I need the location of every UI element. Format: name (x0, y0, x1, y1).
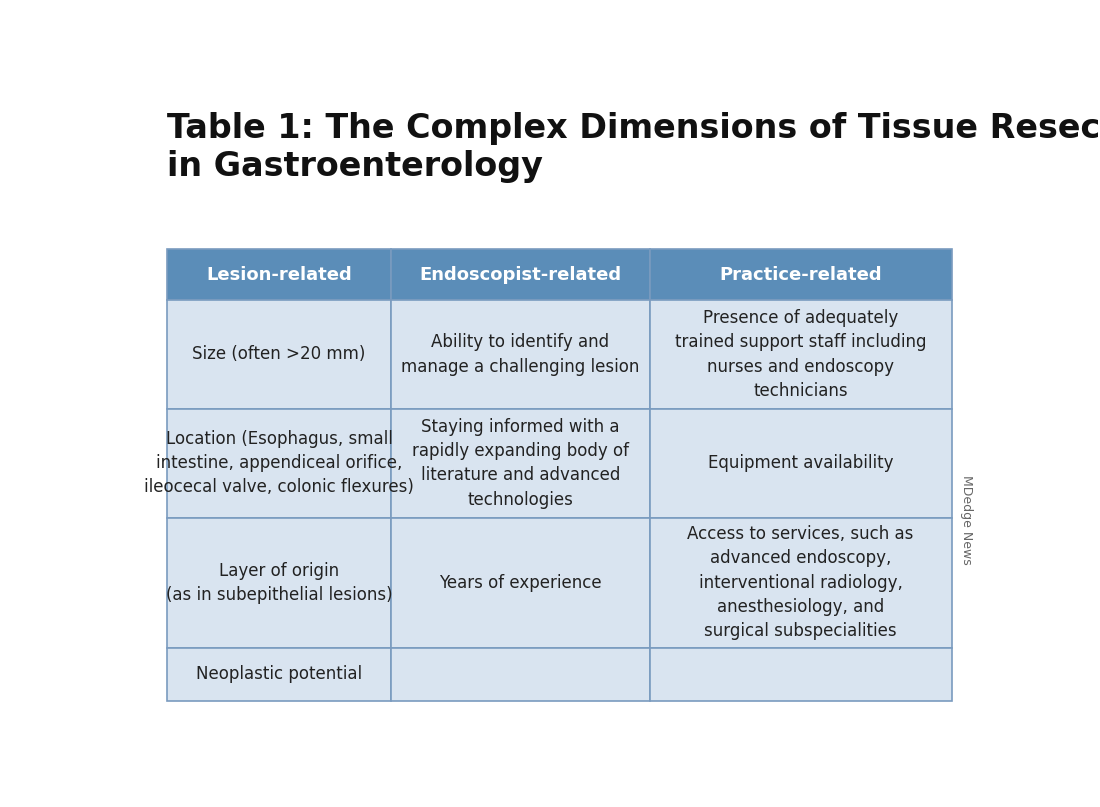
Text: Practice-related: Practice-related (719, 266, 882, 283)
Text: Staying informed with a
rapidly expanding body of
literature and advanced
techno: Staying informed with a rapidly expandin… (411, 418, 629, 508)
FancyBboxPatch shape (650, 409, 952, 517)
Text: Equipment availability: Equipment availability (708, 454, 893, 472)
Text: in Gastroenterology: in Gastroenterology (167, 149, 543, 182)
FancyBboxPatch shape (390, 517, 650, 648)
FancyBboxPatch shape (650, 249, 952, 300)
FancyBboxPatch shape (167, 517, 390, 648)
FancyBboxPatch shape (390, 409, 650, 517)
FancyBboxPatch shape (167, 300, 390, 409)
FancyBboxPatch shape (390, 249, 650, 300)
Text: Endoscopist-related: Endoscopist-related (419, 266, 622, 283)
Text: Lesion-related: Lesion-related (206, 266, 352, 283)
Text: Years of experience: Years of experience (439, 574, 602, 592)
Text: Access to services, such as
advanced endoscopy,
interventional radiology,
anesth: Access to services, such as advanced end… (688, 525, 914, 641)
Text: Size (often >20 mm): Size (often >20 mm) (192, 345, 366, 363)
Text: Table 1: The Complex Dimensions of Tissue Resection: Table 1: The Complex Dimensions of Tissu… (167, 112, 1100, 145)
FancyBboxPatch shape (650, 648, 952, 700)
FancyBboxPatch shape (650, 517, 952, 648)
FancyBboxPatch shape (390, 648, 650, 700)
Text: Location (Esophagus, small
intestine, appendiceal orifice,
ileocecal valve, colo: Location (Esophagus, small intestine, ap… (144, 430, 414, 496)
FancyBboxPatch shape (167, 409, 390, 517)
Text: Layer of origin
(as in subepithelial lesions): Layer of origin (as in subepithelial les… (166, 562, 393, 604)
FancyBboxPatch shape (650, 300, 952, 409)
Text: Presence of adequately
trained support staff including
nurses and endoscopy
tech: Presence of adequately trained support s… (675, 309, 926, 399)
Text: MDedge News: MDedge News (959, 475, 972, 564)
FancyBboxPatch shape (390, 300, 650, 409)
Text: Ability to identify and
manage a challenging lesion: Ability to identify and manage a challen… (402, 333, 639, 375)
Text: Neoplastic potential: Neoplastic potential (196, 666, 362, 684)
FancyBboxPatch shape (167, 249, 390, 300)
FancyBboxPatch shape (167, 648, 390, 700)
